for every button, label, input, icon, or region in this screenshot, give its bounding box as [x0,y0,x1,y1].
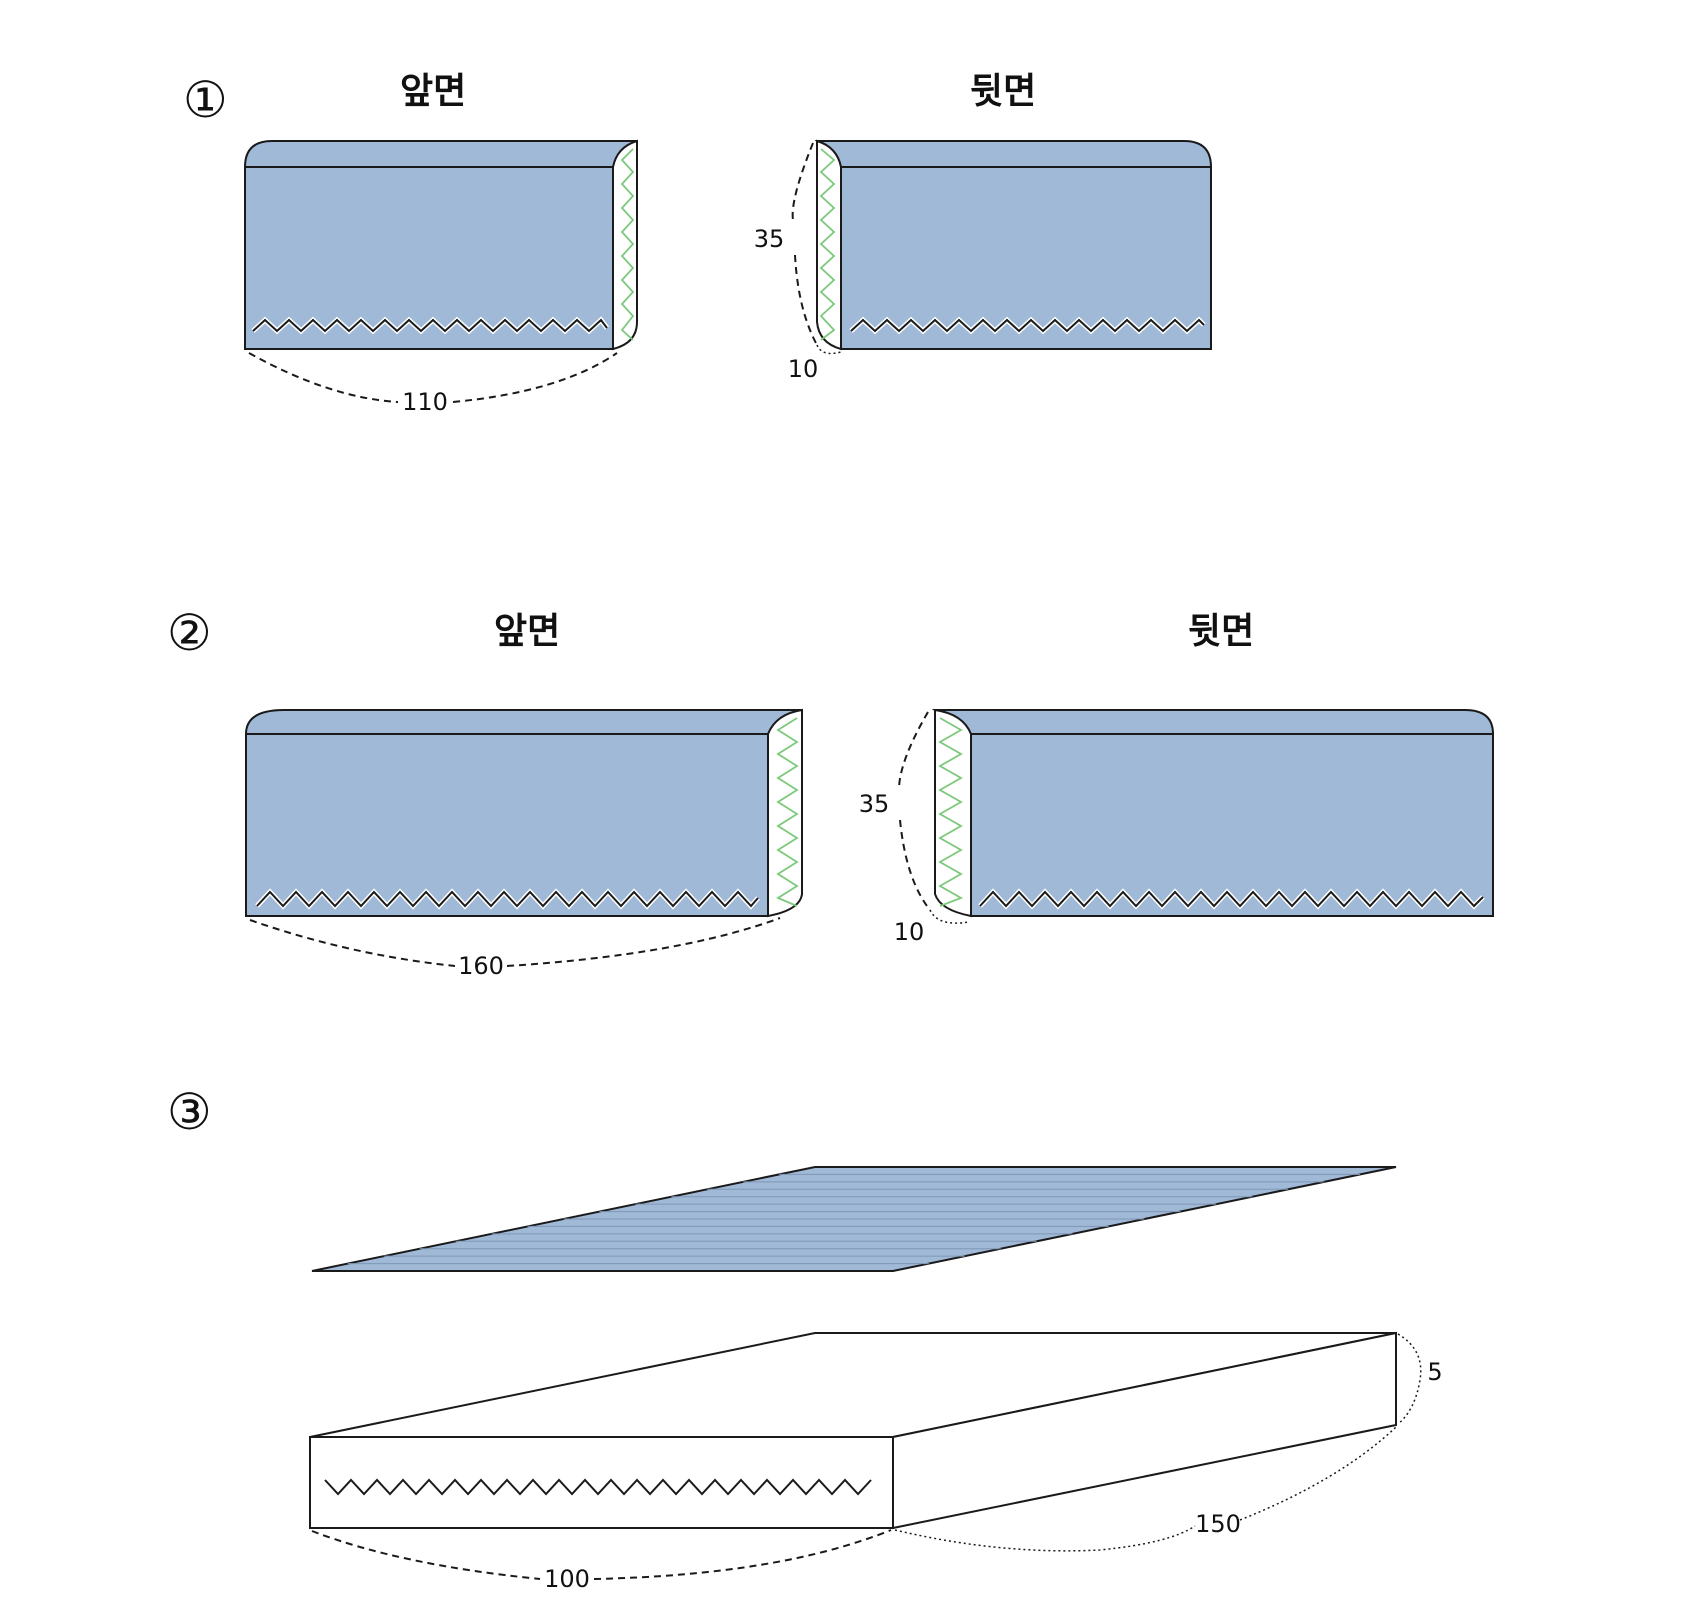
step-3-length-line [894,1426,1397,1552]
step-3-thickness-label: 5 [1427,1358,1442,1386]
step-1-height-line [791,142,818,346]
step-3-cover-sheet [311,1166,1397,1272]
step-2-back-top-band [931,709,1495,735]
step-2-length-label: 160 [458,952,504,980]
step-3-quilt-lines [347,1173,1361,1265]
step-2-back-title: 뒷면 [1188,611,1254,652]
step-1-length-label: 110 [402,388,448,416]
step-1-front-top-band [243,140,638,168]
step-2-back-side-stitch [938,717,964,907]
step-1-back-side-stitch [819,148,836,341]
step-3-length-label: 150 [1195,1510,1241,1538]
step-3-mattress-front-stitch [324,1478,872,1496]
step-1-front-view: 110 [243,139,638,416]
step-2-marker: ② [167,604,212,662]
step-1-front-hem-stitch [252,318,608,333]
step-1-height-label: 35 [754,225,785,253]
step-2-height-label: 35 [859,790,890,818]
step-3-mattress: 100 150 5 [309,1331,1443,1593]
step-2-flap-label: 10 [894,918,925,946]
step-1-marker: ① [183,71,228,129]
step-2-front-hem-stitch [256,890,759,908]
step-2-front-title: 앞면 [494,611,560,652]
step-1-flap-label: 10 [788,355,819,383]
step-1-back-title: 뒷면 [970,71,1036,112]
step-1: ① 앞면 뒷면 110 35 10 [183,71,1213,416]
step-2: ② 앞면 뒷면 160 35 10 [167,604,1495,980]
step-1-front-title: 앞면 [400,71,466,112]
step-1-back-top-band [814,140,1213,168]
step-2-front-view: 160 [244,708,803,980]
step-1-back-view: 35 10 [754,139,1213,383]
step-2-front-top-band [244,709,803,735]
step-2-back-panel [970,733,1494,917]
step-1-length-line [248,352,618,403]
step-2-back-hem-stitch [979,890,1484,908]
step-2-front-panel [245,733,769,917]
step-1-front-side-stitch [620,148,635,341]
step-3-width-line [311,1529,892,1580]
step-2-length-line [249,917,781,967]
step-3-marker: ③ [167,1083,212,1141]
step-2-front-side-stitch [776,717,799,907]
step-1-back-hem-stitch [850,318,1205,333]
step-2-back-view: 35 10 [859,708,1495,946]
step-3-mattress-front [309,1436,894,1529]
step-2-height-line [898,711,931,911]
step-3-width-label: 100 [544,1565,590,1593]
step-1-flap-line [816,344,842,355]
step-3-thickness-line [1397,1333,1422,1425]
step-3: ③ 100 150 5 [167,1083,1443,1593]
